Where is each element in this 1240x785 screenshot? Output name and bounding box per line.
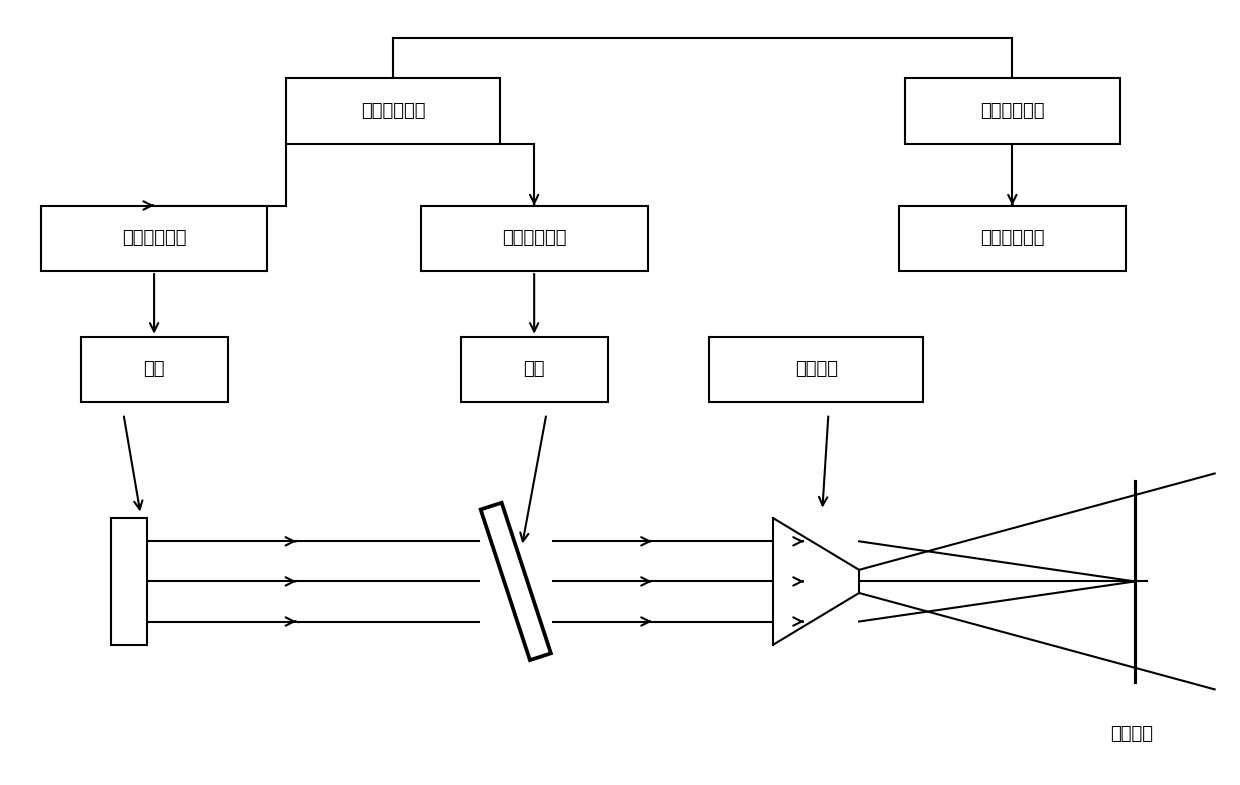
Text: 图像分析模块: 图像分析模块 bbox=[980, 102, 1044, 120]
Bar bbox=[81, 337, 228, 402]
Text: 成像镜头: 成像镜头 bbox=[795, 360, 838, 378]
Text: 振镜控制模块: 振镜控制模块 bbox=[122, 229, 186, 247]
Text: 图像采集模块: 图像采集模块 bbox=[980, 229, 1044, 247]
Text: 投影画面: 投影画面 bbox=[1111, 725, 1153, 743]
Text: 振镜: 振镜 bbox=[523, 360, 544, 378]
Polygon shape bbox=[481, 502, 551, 660]
Bar bbox=[899, 206, 1126, 271]
Bar bbox=[41, 206, 268, 271]
Text: 数字光控模块: 数字光控模块 bbox=[502, 229, 567, 247]
Bar bbox=[709, 337, 924, 402]
Bar bbox=[112, 518, 146, 644]
Bar bbox=[905, 78, 1120, 144]
Bar bbox=[420, 206, 647, 271]
Bar bbox=[286, 78, 501, 144]
Bar bbox=[460, 337, 608, 402]
Text: 图像处理模块: 图像处理模块 bbox=[361, 102, 425, 120]
Text: 光阀: 光阀 bbox=[144, 360, 165, 378]
